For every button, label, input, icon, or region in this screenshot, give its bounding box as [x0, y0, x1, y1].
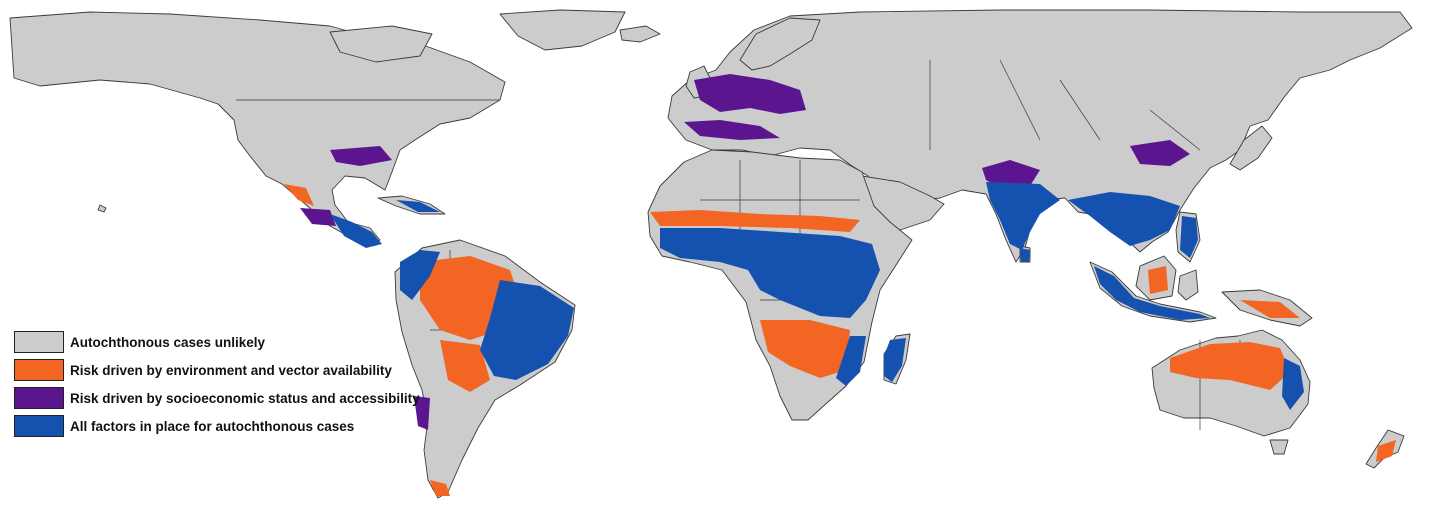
eurasia-landmass [667, 9, 1413, 263]
small-islands [97, 204, 107, 213]
japan [1229, 125, 1273, 171]
environment-sahel [650, 210, 860, 232]
all-factors-east-africa-coast [836, 336, 866, 386]
socioeconomic-europe [694, 74, 806, 114]
all-factors-india [986, 182, 1060, 250]
environment-borneo [1148, 266, 1168, 294]
legend-item-unlikely: Autochthonous cases unlikely [14, 330, 444, 354]
socioeconomic-andes [414, 396, 430, 430]
environment-mexico [284, 184, 314, 206]
legend-item-socioeconomic: Risk driven by socioeconomic status and … [14, 386, 444, 410]
all-factors-australia-east [1282, 358, 1304, 410]
socioeconomic-mediterranean [684, 120, 780, 140]
all-factors-brazil [480, 280, 574, 380]
all-factors-philippines [1180, 216, 1198, 258]
legend-label-all-factors: All factors in place for autochthonous c… [70, 418, 355, 434]
legend-swatch-all-factors [14, 415, 64, 437]
environment-patagonia [430, 480, 450, 496]
sulawesi [1177, 269, 1199, 301]
north-america-landmass [9, 11, 506, 247]
legend-swatch-environment [14, 359, 64, 381]
legend-label-socioeconomic: Risk driven by socioeconomic status and … [70, 390, 420, 406]
all-factors-northern-south-america [400, 250, 440, 300]
all-factors-indonesia [1094, 266, 1210, 320]
all-factors-central-america [330, 214, 382, 248]
arctic-islands [329, 25, 433, 63]
tasmania [1269, 439, 1289, 455]
legend-label-environment: Risk driven by environment and vector av… [70, 362, 392, 378]
socioeconomic-india-north [982, 160, 1040, 188]
legend-label-unlikely: Autochthonous cases unlikely [70, 334, 266, 350]
scandinavia [739, 17, 821, 71]
zone-all-factors [330, 182, 1304, 410]
environment-new-guinea [1240, 300, 1300, 318]
socioeconomic-china [1130, 140, 1190, 166]
environment-australia-north [1170, 342, 1290, 390]
all-factors-caribbean [396, 200, 440, 212]
zone-socioeconomic [300, 74, 1190, 430]
all-factors-madagascar [884, 338, 906, 382]
all-factors-sri-lanka [1020, 248, 1030, 262]
environment-bolivia [440, 340, 490, 392]
legend-swatch-socioeconomic [14, 387, 64, 409]
socioeconomic-mexico [300, 208, 336, 226]
socioeconomic-us-east [330, 146, 392, 166]
environment-southern-africa [760, 320, 850, 378]
legend-item-environment: Risk driven by environment and vector av… [14, 358, 444, 382]
iceland [619, 25, 661, 43]
legend-swatch-unlikely [14, 331, 64, 353]
all-factors-southeast-asia [1068, 192, 1180, 246]
all-factors-west-central-africa [660, 228, 880, 318]
map-legend: Autochthonous cases unlikely Risk driven… [14, 330, 444, 442]
environment-new-zealand [1376, 440, 1396, 462]
greenland-landmass [499, 9, 626, 51]
legend-item-all-factors: All factors in place for autochthonous c… [14, 414, 444, 438]
